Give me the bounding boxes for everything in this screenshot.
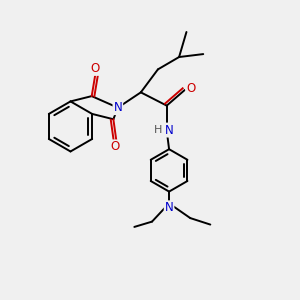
Text: O: O (91, 62, 100, 75)
Text: N: N (165, 124, 173, 136)
Text: N: N (113, 101, 122, 114)
Text: H: H (154, 125, 162, 135)
Text: N: N (165, 201, 173, 214)
Text: O: O (110, 140, 119, 153)
Text: O: O (186, 82, 196, 95)
